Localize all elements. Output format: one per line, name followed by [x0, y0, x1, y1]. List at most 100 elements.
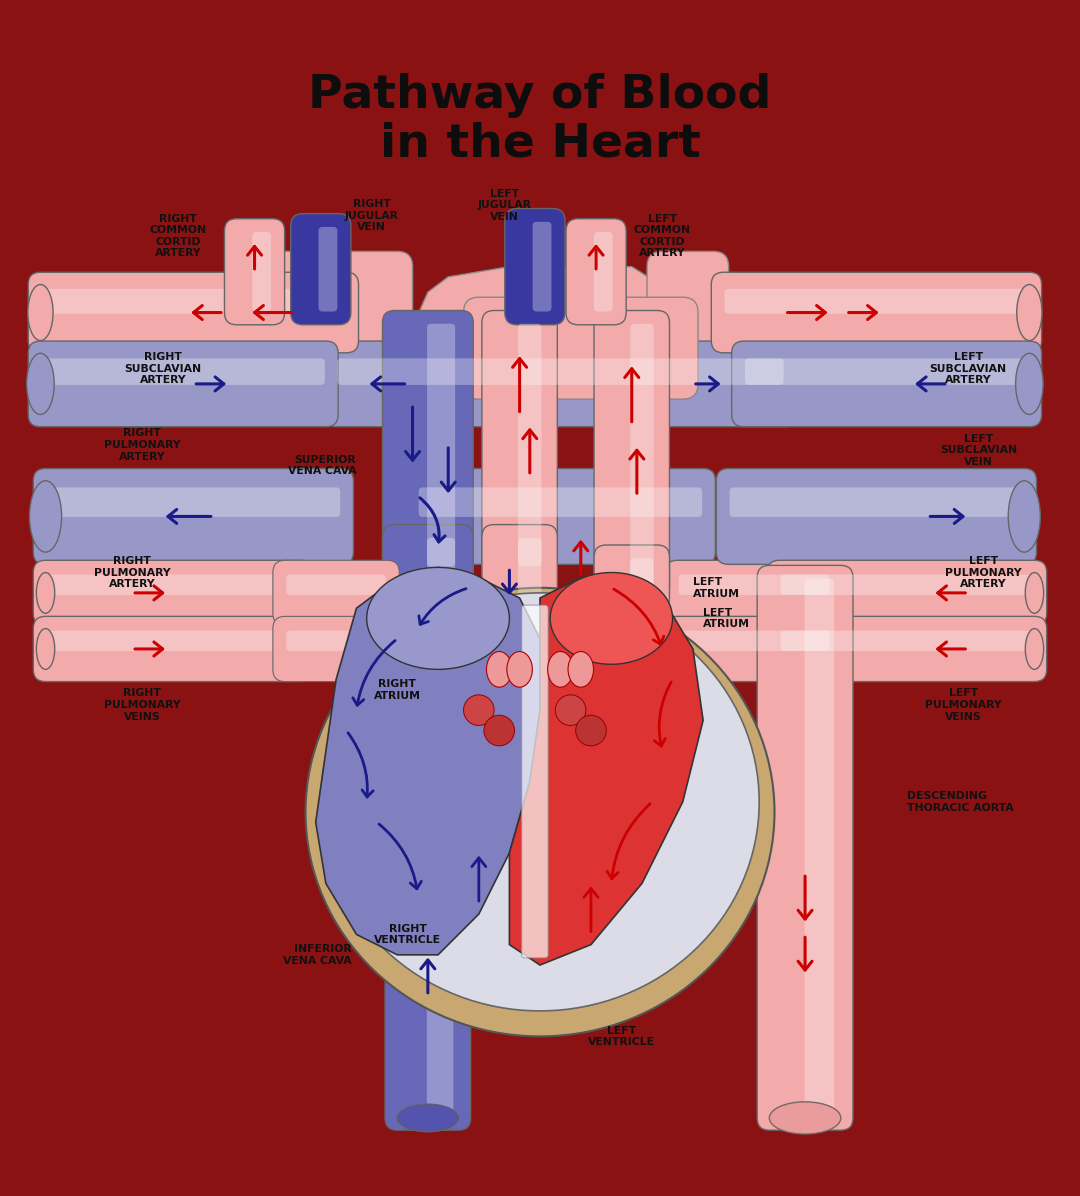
FancyBboxPatch shape: [28, 273, 359, 353]
Polygon shape: [387, 267, 693, 384]
Ellipse shape: [1009, 481, 1040, 553]
FancyBboxPatch shape: [725, 288, 1028, 313]
Text: LEFT
JUGULAR
VEIN: LEFT JUGULAR VEIN: [477, 189, 531, 222]
FancyBboxPatch shape: [427, 538, 455, 597]
FancyBboxPatch shape: [291, 214, 351, 325]
Text: RIGHT
VENTRICLE: RIGHT VENTRICLE: [374, 923, 441, 945]
Text: RIGHT
COMMON
CORTID
ARTERY: RIGHT COMMON CORTID ARTERY: [149, 214, 206, 258]
Text: SUPERIOR
VENA CAVA: SUPERIOR VENA CAVA: [288, 454, 356, 476]
Text: LEFT
SUBCLAVIAN
VEIN: LEFT SUBCLAVIAN VEIN: [940, 434, 1017, 466]
FancyBboxPatch shape: [594, 545, 670, 610]
Circle shape: [555, 695, 585, 726]
Ellipse shape: [27, 353, 54, 415]
FancyBboxPatch shape: [532, 221, 552, 311]
Ellipse shape: [1025, 573, 1043, 614]
FancyBboxPatch shape: [405, 469, 715, 565]
FancyBboxPatch shape: [665, 616, 842, 682]
FancyBboxPatch shape: [757, 566, 853, 1130]
FancyBboxPatch shape: [566, 219, 626, 325]
FancyBboxPatch shape: [504, 208, 565, 325]
Ellipse shape: [397, 1104, 458, 1131]
Text: LEFT
ATRIUM: LEFT ATRIUM: [693, 576, 740, 599]
FancyBboxPatch shape: [745, 359, 1028, 385]
FancyBboxPatch shape: [805, 579, 834, 1117]
Ellipse shape: [550, 573, 673, 664]
FancyBboxPatch shape: [647, 251, 729, 353]
Text: Pathway of Blood
in the Heart: Pathway of Blood in the Heart: [308, 73, 772, 166]
FancyBboxPatch shape: [522, 605, 549, 958]
FancyBboxPatch shape: [781, 630, 1034, 651]
Ellipse shape: [321, 593, 759, 1011]
FancyBboxPatch shape: [678, 574, 829, 594]
FancyBboxPatch shape: [28, 341, 338, 427]
FancyBboxPatch shape: [518, 324, 541, 567]
Ellipse shape: [397, 1104, 458, 1131]
FancyBboxPatch shape: [427, 895, 454, 1117]
FancyBboxPatch shape: [46, 630, 299, 651]
FancyBboxPatch shape: [382, 311, 473, 580]
Text: RIGHT
PULMONARY
ARTERY: RIGHT PULMONARY ARTERY: [104, 428, 180, 462]
FancyBboxPatch shape: [427, 324, 455, 567]
Ellipse shape: [29, 481, 62, 553]
Text: RIGHT
PULMONARY
ARTERY: RIGHT PULMONARY ARTERY: [94, 556, 171, 590]
FancyBboxPatch shape: [382, 525, 473, 610]
FancyBboxPatch shape: [386, 881, 471, 1130]
Circle shape: [484, 715, 514, 746]
FancyBboxPatch shape: [730, 488, 1023, 517]
Ellipse shape: [568, 652, 594, 688]
FancyBboxPatch shape: [631, 559, 653, 597]
Text: RIGHT
ATRIUM: RIGHT ATRIUM: [374, 679, 421, 701]
Ellipse shape: [28, 285, 53, 341]
Ellipse shape: [1016, 285, 1042, 341]
FancyBboxPatch shape: [33, 560, 312, 626]
Text: RIGHT
PULMONARY
VEINS: RIGHT PULMONARY VEINS: [104, 689, 180, 721]
FancyBboxPatch shape: [518, 538, 541, 597]
FancyBboxPatch shape: [319, 227, 337, 311]
Text: RIGHT
SUBCLAVIAN
ARTERY: RIGHT SUBCLAVIAN ARTERY: [124, 352, 201, 385]
FancyBboxPatch shape: [46, 488, 340, 517]
FancyBboxPatch shape: [716, 469, 1037, 565]
Polygon shape: [510, 578, 703, 965]
FancyBboxPatch shape: [678, 630, 829, 651]
Ellipse shape: [37, 629, 55, 670]
FancyBboxPatch shape: [41, 359, 325, 385]
Text: DESCENDING
THORACIC AORTA: DESCENDING THORACIC AORTA: [907, 791, 1014, 813]
Ellipse shape: [769, 1102, 840, 1134]
Ellipse shape: [306, 587, 774, 1037]
Ellipse shape: [507, 652, 532, 688]
FancyBboxPatch shape: [286, 574, 386, 594]
FancyBboxPatch shape: [253, 232, 271, 311]
FancyBboxPatch shape: [41, 288, 346, 313]
Text: INFERIOR
VENA CAVA: INFERIOR VENA CAVA: [283, 944, 351, 965]
FancyBboxPatch shape: [286, 630, 386, 651]
Text: LEFT
COMMON
CORTID
ARTERY: LEFT COMMON CORTID ARTERY: [634, 214, 691, 258]
FancyBboxPatch shape: [594, 311, 670, 600]
FancyBboxPatch shape: [781, 574, 1034, 594]
Text: LEFT
PULMONARY
ARTERY: LEFT PULMONARY ARTERY: [945, 556, 1022, 590]
FancyBboxPatch shape: [482, 525, 557, 610]
FancyBboxPatch shape: [33, 616, 312, 682]
FancyBboxPatch shape: [273, 616, 400, 682]
Ellipse shape: [548, 652, 573, 688]
FancyBboxPatch shape: [324, 341, 797, 427]
FancyBboxPatch shape: [768, 560, 1047, 626]
FancyBboxPatch shape: [337, 359, 784, 385]
Text: LEFT
SUBCLAVIAN
ARTERY: LEFT SUBCLAVIAN ARTERY: [930, 352, 1007, 385]
FancyBboxPatch shape: [33, 469, 353, 565]
Polygon shape: [315, 567, 540, 954]
FancyBboxPatch shape: [46, 574, 299, 594]
Ellipse shape: [1025, 629, 1043, 670]
Ellipse shape: [37, 573, 55, 614]
Text: RIGHT
JUGULAR
VEIN: RIGHT JUGULAR VEIN: [345, 199, 399, 232]
Ellipse shape: [367, 567, 510, 670]
FancyBboxPatch shape: [240, 251, 413, 353]
Circle shape: [463, 695, 495, 726]
FancyBboxPatch shape: [463, 298, 698, 399]
FancyBboxPatch shape: [273, 560, 400, 626]
FancyBboxPatch shape: [225, 219, 285, 325]
FancyBboxPatch shape: [712, 273, 1041, 353]
Ellipse shape: [1015, 353, 1043, 415]
FancyBboxPatch shape: [731, 341, 1041, 427]
Text: LEFT
PULMONARY
VEINS: LEFT PULMONARY VEINS: [924, 689, 1001, 721]
FancyBboxPatch shape: [594, 232, 612, 311]
